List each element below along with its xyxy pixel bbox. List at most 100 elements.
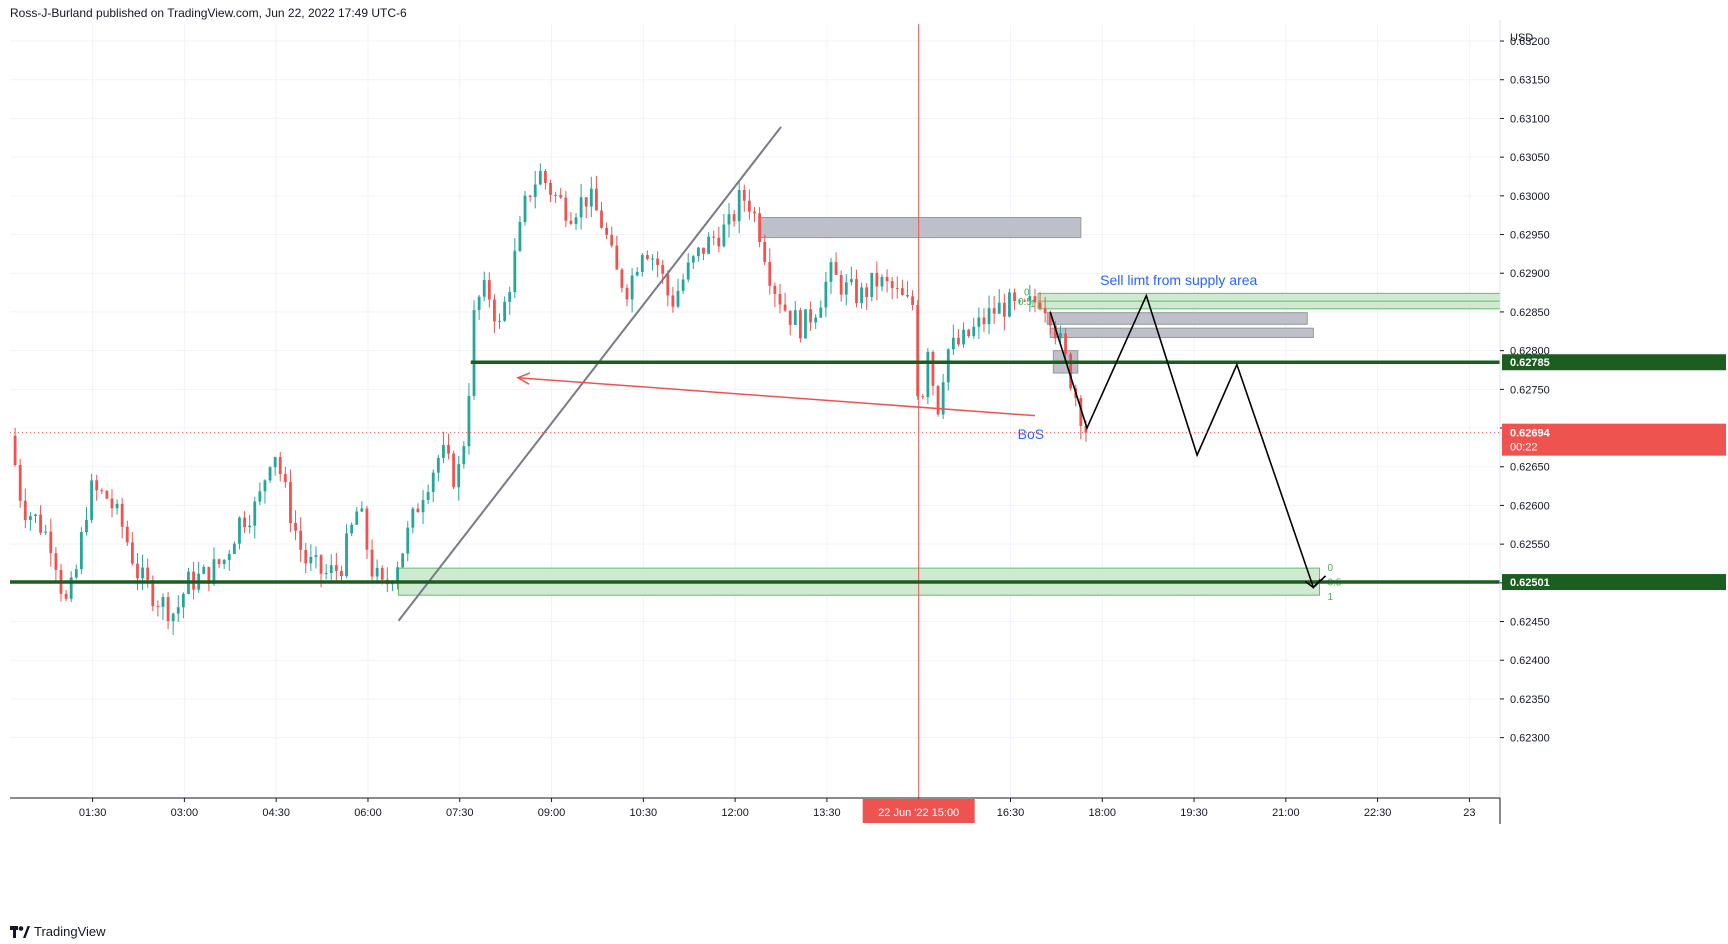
candle: [457, 455, 461, 501]
candle-body: [1048, 313, 1052, 326]
candle: [707, 232, 710, 255]
candle-body: [574, 217, 578, 224]
candle: [120, 497, 124, 539]
candle: [982, 308, 986, 333]
candle-body: [625, 287, 629, 300]
candle: [334, 552, 338, 581]
candle-body: [232, 543, 236, 555]
candle-body: [268, 467, 272, 481]
candle-body: [753, 211, 756, 214]
candle-body: [564, 197, 568, 221]
level-price-tag-bg: [1502, 574, 1726, 591]
candle-body: [681, 279, 685, 291]
candle-body: [360, 508, 364, 512]
candle-body: [85, 519, 88, 533]
candle: [895, 276, 899, 299]
cursor-time-tag-label: 22 Jun '22 15:00: [878, 807, 959, 819]
candle-body: [324, 573, 328, 575]
candle: [54, 547, 58, 584]
candle: [671, 286, 675, 313]
candle-body: [334, 565, 338, 571]
candle: [855, 269, 858, 308]
supply-fib-label: 0: [1024, 287, 1030, 298]
candle: [574, 213, 578, 230]
candle-body: [549, 182, 552, 195]
price-tick-label: 0.62650: [1510, 462, 1550, 474]
candle: [493, 294, 496, 333]
candle: [360, 501, 364, 513]
candle: [222, 559, 226, 570]
time-tick-label: 22:30: [1364, 807, 1392, 819]
candle: [447, 433, 450, 460]
candle: [1079, 394, 1083, 440]
candle-body: [171, 613, 175, 622]
candle: [64, 589, 68, 602]
candle-body: [865, 287, 869, 298]
price-tick-label: 0.62550: [1510, 539, 1550, 551]
candle: [804, 309, 807, 339]
candle: [538, 163, 542, 186]
candle-body: [895, 288, 899, 290]
candle: [528, 194, 532, 202]
candle-body: [666, 273, 670, 296]
level-price-tag: 0.62785: [1502, 354, 1726, 371]
candle: [625, 284, 629, 307]
candle-body: [931, 351, 935, 386]
candle-body: [258, 491, 262, 502]
candle: [936, 384, 940, 417]
annotations-layer: Sell limt from supply area BoS: [10, 126, 1500, 622]
candle-body: [1084, 425, 1088, 433]
candle-body: [569, 220, 573, 224]
candle-body: [436, 457, 440, 473]
candle-body: [962, 329, 965, 345]
candle: [416, 503, 420, 513]
current-price-label: 0.62694: [1510, 428, 1551, 440]
candle: [646, 250, 649, 261]
candle-body: [880, 277, 884, 287]
candle: [503, 296, 507, 323]
candle: [870, 272, 874, 302]
candle-body: [90, 480, 93, 520]
candle: [523, 190, 527, 226]
time-tick-label: 10:30: [630, 807, 658, 819]
candle-body: [273, 457, 277, 468]
candle-body: [635, 271, 639, 276]
candle: [972, 317, 976, 339]
candle: [518, 215, 522, 253]
brand-name: TradingView: [34, 924, 106, 939]
candle-body: [462, 446, 466, 465]
candle: [732, 209, 736, 227]
candle: [1038, 292, 1042, 311]
candle: [579, 183, 583, 230]
candle-body: [589, 188, 593, 207]
level-price-tag-bg: [1502, 354, 1726, 371]
candle: [498, 313, 501, 329]
candle-body: [442, 444, 445, 458]
candle-body: [329, 565, 333, 574]
candle: [1023, 298, 1027, 303]
candle: [482, 271, 486, 302]
candle: [411, 507, 415, 534]
candle-body: [217, 559, 221, 565]
tradingview-brand: TradingView: [10, 924, 106, 939]
bos-arrow-head: [516, 372, 531, 385]
countdown-label: 00:22: [1510, 442, 1538, 454]
candle: [1028, 284, 1032, 312]
candle-body: [1053, 325, 1057, 339]
candle-body: [793, 310, 797, 325]
candle-body: [248, 525, 252, 528]
candle-body: [579, 197, 583, 218]
candle: [778, 283, 782, 314]
level-price-tag-label: 0.62501: [1510, 577, 1550, 589]
candle: [569, 212, 573, 226]
supply-fib-label: 1: [1030, 299, 1036, 310]
candle: [243, 510, 246, 533]
candle: [880, 274, 884, 292]
candle-body: [742, 189, 746, 201]
candle-body: [49, 531, 53, 554]
candle: [44, 524, 48, 536]
candle: [957, 328, 960, 347]
candle: [136, 552, 139, 591]
candle-body: [518, 222, 522, 251]
